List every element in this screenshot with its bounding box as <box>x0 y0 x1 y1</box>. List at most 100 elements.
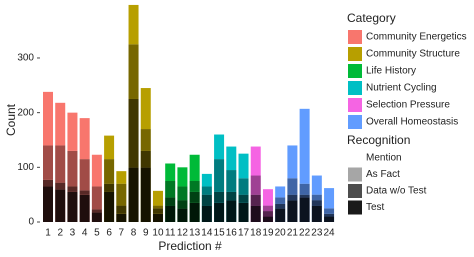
bar-shade <box>177 186 188 201</box>
bar-fill <box>128 4 139 45</box>
legend-label: Community Energetics <box>366 32 467 43</box>
y-tick-label: 200 <box>17 107 34 118</box>
bar-shade <box>55 103 65 146</box>
x-tick-label: 22 <box>299 228 311 239</box>
bar-segment <box>201 205 212 222</box>
bar-segment <box>226 170 237 192</box>
bar-shade <box>214 159 225 192</box>
bar-fill <box>104 135 115 160</box>
bar-shade <box>226 170 237 192</box>
bar-segment <box>214 159 225 192</box>
bar-shade <box>104 191 115 222</box>
x-axis-title: Prediction # <box>158 239 222 253</box>
bar-shade <box>116 205 127 214</box>
bar-segment <box>152 208 163 214</box>
bar-shade <box>250 205 261 222</box>
bar-segment <box>250 194 261 206</box>
bar-segment <box>275 186 286 198</box>
bar-segment <box>287 145 298 179</box>
bar-shade <box>55 145 66 183</box>
bar-shade <box>201 186 212 195</box>
bar-shade <box>202 174 212 187</box>
bar-segment <box>324 188 335 209</box>
bar-shade <box>262 205 273 212</box>
bar-segment <box>128 4 139 45</box>
bar-segment <box>91 186 102 210</box>
bar-shade <box>251 147 261 176</box>
x-tick-label: 3 <box>70 228 76 239</box>
bar-segment <box>55 145 66 183</box>
bar-shade <box>140 167 151 222</box>
legend-swatch <box>348 115 362 129</box>
bar-shade <box>104 183 115 192</box>
bar-segment <box>140 88 151 130</box>
x-tick-label: 19 <box>262 228 274 239</box>
bar-segment <box>311 205 322 222</box>
bar-fill <box>311 175 322 195</box>
bar-segment <box>311 175 322 195</box>
bar-shade <box>177 167 187 186</box>
bar-shade <box>299 197 310 222</box>
legend-label: Data w/o Test <box>366 186 427 197</box>
bar-segment <box>43 186 53 222</box>
bar-segment <box>311 194 322 201</box>
bar-segment <box>140 167 151 222</box>
bar-segment <box>287 194 298 201</box>
bar-segment <box>91 154 102 187</box>
bar-fill <box>275 186 286 198</box>
x-tick-label: 17 <box>238 228 250 239</box>
legend-swatch <box>348 47 362 61</box>
legend-title: Recognition <box>347 133 410 147</box>
bar-fill <box>43 91 53 146</box>
bar-shade <box>67 150 78 187</box>
bar-shade <box>262 211 273 217</box>
bar-segment <box>43 91 53 146</box>
bar-shade <box>189 180 200 192</box>
bar-segment <box>67 186 78 192</box>
bar-shade <box>324 216 335 222</box>
bar-segment <box>43 145 53 180</box>
bar-shade <box>190 155 200 181</box>
bar-segment <box>324 216 335 222</box>
x-tick-label: 5 <box>94 228 100 239</box>
bar-fill <box>79 118 90 160</box>
bar-shade <box>104 159 115 184</box>
legend-label: Mention <box>366 153 402 164</box>
bar-fill <box>140 129 151 151</box>
bar-segment <box>275 197 286 204</box>
bar-segment <box>165 163 176 181</box>
bar-shade <box>275 208 286 222</box>
bar-segment <box>201 194 212 206</box>
bar-segment <box>165 205 176 222</box>
bar-shade <box>140 129 151 151</box>
x-tick-label: 11 <box>165 228 176 239</box>
bar-fill <box>275 197 286 204</box>
legend-swatch <box>348 167 362 182</box>
bar-shade <box>287 194 298 201</box>
bar-segment <box>128 167 139 222</box>
bar-fill <box>104 159 115 184</box>
bar-segment <box>262 205 273 212</box>
bar-shade <box>201 205 212 222</box>
legend-label: As Fact <box>366 169 400 180</box>
x-tick-label: 21 <box>287 228 299 239</box>
bar-segment <box>275 208 286 222</box>
bar-segment <box>189 154 200 181</box>
bar-segment <box>262 211 273 217</box>
bar-fill <box>177 186 188 201</box>
bar-fill <box>189 154 200 181</box>
bar-segment <box>226 191 237 201</box>
x-tick-label: 20 <box>275 228 287 239</box>
bar-shade <box>141 88 151 129</box>
bar-fill <box>238 153 249 179</box>
bar-segment <box>299 197 310 222</box>
bar-segment <box>165 197 176 206</box>
bar-segment <box>116 171 127 184</box>
bar-shade <box>91 209 102 213</box>
bar-shade <box>287 145 297 178</box>
x-tick-label: 9 <box>143 228 149 239</box>
legend-swatch <box>348 81 362 95</box>
bar-fill <box>262 189 273 206</box>
bar-shade <box>238 194 249 203</box>
bar-fill <box>91 154 102 187</box>
